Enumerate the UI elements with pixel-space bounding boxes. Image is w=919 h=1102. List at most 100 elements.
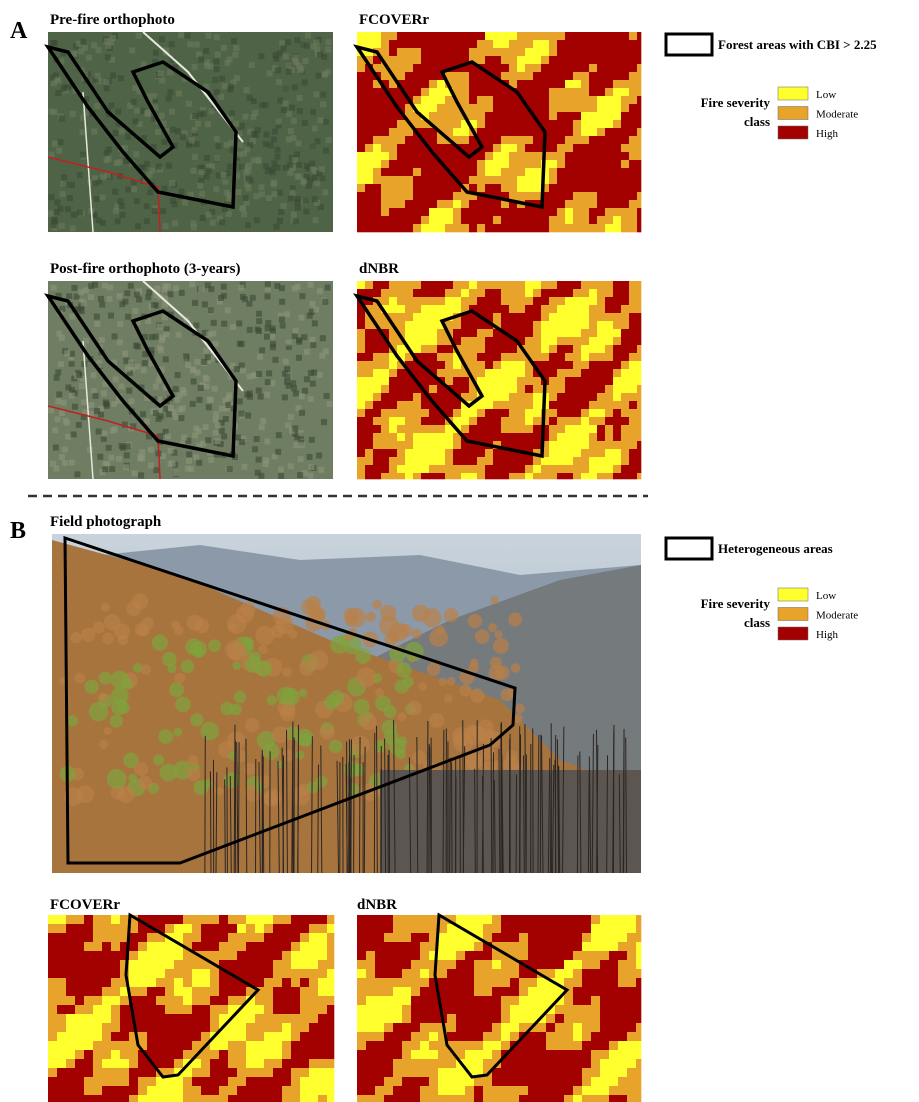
map-cell bbox=[405, 216, 413, 224]
vegetation bbox=[98, 693, 108, 703]
map-cell bbox=[509, 224, 517, 232]
map-cell bbox=[438, 1050, 447, 1059]
map-cell bbox=[637, 433, 641, 441]
texture bbox=[227, 164, 233, 170]
map-cell bbox=[509, 377, 517, 385]
map-cell bbox=[429, 1041, 438, 1050]
map-cell bbox=[456, 915, 465, 924]
map-cell bbox=[174, 1077, 183, 1086]
map-cell bbox=[557, 361, 565, 369]
map-cell bbox=[613, 64, 621, 72]
map-cell bbox=[228, 1086, 237, 1095]
map-cell bbox=[273, 978, 282, 987]
map-cell bbox=[365, 96, 373, 104]
map-cell bbox=[309, 924, 318, 933]
map-cell bbox=[397, 473, 405, 479]
map-cell bbox=[445, 208, 453, 216]
map-cell bbox=[147, 1095, 156, 1102]
map-cell bbox=[597, 176, 605, 184]
map-cell bbox=[461, 329, 469, 337]
map-cell bbox=[621, 393, 629, 401]
map-cell bbox=[219, 942, 228, 951]
map-cell bbox=[84, 933, 93, 942]
map-cell bbox=[255, 1086, 264, 1095]
map-cell bbox=[581, 40, 589, 48]
map-cell bbox=[429, 321, 437, 329]
map-cell bbox=[573, 996, 582, 1005]
map-cell bbox=[309, 1095, 318, 1102]
map-cell bbox=[165, 969, 174, 978]
map-cell bbox=[492, 915, 501, 924]
map-cell bbox=[517, 417, 525, 425]
texture bbox=[219, 406, 225, 412]
dead-tree bbox=[351, 739, 352, 873]
map-cell bbox=[613, 104, 621, 112]
map-cell bbox=[282, 996, 291, 1005]
map-cell bbox=[477, 329, 485, 337]
map-cell bbox=[365, 224, 373, 232]
texture bbox=[120, 445, 126, 451]
map-cell bbox=[509, 216, 517, 224]
map-cell bbox=[546, 1041, 555, 1050]
map-cell bbox=[509, 32, 517, 40]
map-cell bbox=[557, 321, 565, 329]
map-cell bbox=[485, 369, 493, 377]
map-cell bbox=[165, 924, 174, 933]
map-cell bbox=[318, 1023, 327, 1032]
map-cell bbox=[533, 88, 541, 96]
map-cell bbox=[597, 401, 605, 409]
map-cell bbox=[309, 996, 318, 1005]
map-cell bbox=[453, 289, 461, 297]
vegetation bbox=[102, 633, 114, 645]
map-cell bbox=[589, 281, 597, 289]
map-cell bbox=[525, 281, 533, 289]
map-cell bbox=[477, 361, 485, 369]
map-cell bbox=[501, 152, 509, 160]
map-cell bbox=[613, 72, 621, 80]
map-cell bbox=[591, 969, 600, 978]
map-cell bbox=[421, 353, 429, 361]
map-cell bbox=[557, 88, 565, 96]
map-cell bbox=[501, 136, 509, 144]
map-cell bbox=[282, 1068, 291, 1077]
map-cell bbox=[389, 144, 397, 152]
map-cell bbox=[373, 184, 381, 192]
texture bbox=[81, 300, 87, 306]
map-cell bbox=[264, 1068, 273, 1077]
map-cell bbox=[300, 1023, 309, 1032]
map-cell bbox=[549, 64, 557, 72]
map-cell bbox=[573, 72, 581, 80]
texture bbox=[53, 465, 59, 471]
map-cell bbox=[429, 136, 437, 144]
map-cell bbox=[405, 128, 413, 136]
map-cell bbox=[291, 1068, 300, 1077]
map-cell bbox=[501, 216, 509, 224]
map-cell bbox=[411, 1050, 420, 1059]
map-cell bbox=[509, 160, 517, 168]
map-cell bbox=[557, 176, 565, 184]
map-cell bbox=[549, 369, 557, 377]
map-cell bbox=[573, 951, 582, 960]
map-cell bbox=[517, 441, 525, 449]
texture bbox=[138, 454, 144, 460]
texture bbox=[278, 209, 284, 215]
map-cell bbox=[573, 168, 581, 176]
map-cell bbox=[437, 393, 445, 401]
texture bbox=[327, 401, 333, 407]
map-cell bbox=[519, 978, 528, 987]
map-cell bbox=[510, 933, 519, 942]
map-cell bbox=[541, 457, 549, 465]
map-cell bbox=[483, 951, 492, 960]
texture bbox=[194, 42, 200, 48]
map-cell bbox=[589, 377, 597, 385]
map-cell bbox=[600, 1086, 609, 1095]
map-cell bbox=[210, 969, 219, 978]
map-cell bbox=[605, 321, 613, 329]
map-cell bbox=[389, 465, 397, 473]
map-cell bbox=[413, 160, 421, 168]
map-cell bbox=[273, 915, 282, 924]
map-cell bbox=[255, 1050, 264, 1059]
map-cell bbox=[564, 1023, 573, 1032]
map-cell bbox=[485, 88, 493, 96]
map-cell bbox=[546, 1032, 555, 1041]
